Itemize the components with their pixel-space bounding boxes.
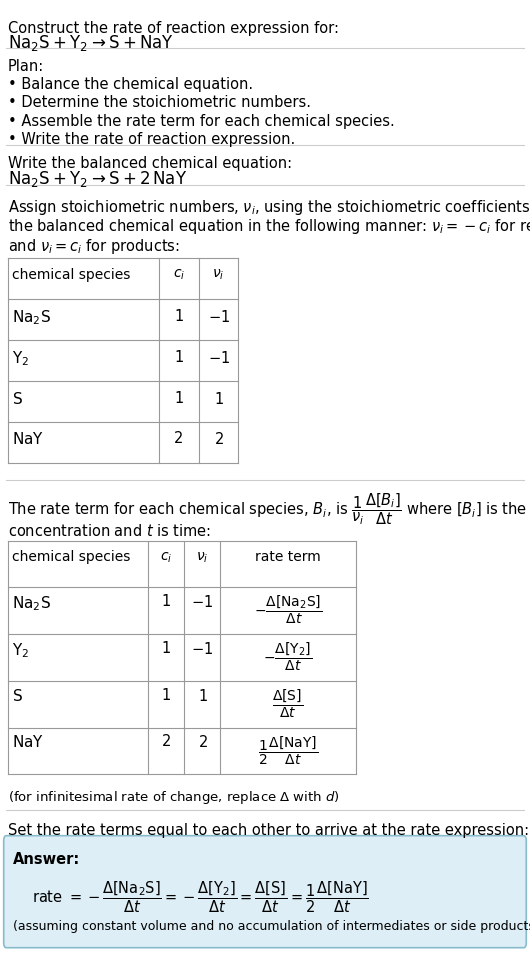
- Text: the balanced chemical equation in the following manner: $\nu_i = -c_i$ for react: the balanced chemical equation in the fo…: [8, 217, 530, 237]
- Text: $-\dfrac{\Delta[\mathrm{Y_2}]}{\Delta t}$: $-\dfrac{\Delta[\mathrm{Y_2}]}{\Delta t}…: [263, 641, 313, 673]
- Text: $2$: $2$: [214, 431, 224, 447]
- Text: $\dfrac{1}{2}\dfrac{\Delta[\mathrm{NaY}]}{\Delta t}$: $\dfrac{1}{2}\dfrac{\Delta[\mathrm{NaY}]…: [258, 734, 318, 767]
- Text: Construct the rate of reaction expression for:: Construct the rate of reaction expressio…: [8, 21, 339, 36]
- Text: $\mathrm{Y_2}$: $\mathrm{Y_2}$: [12, 350, 29, 368]
- Text: $\mathrm{NaY}$: $\mathrm{NaY}$: [12, 734, 44, 750]
- Text: chemical species: chemical species: [12, 550, 130, 564]
- Text: 1: 1: [174, 309, 183, 323]
- Text: $1$: $1$: [198, 688, 207, 703]
- Text: $-1$: $-1$: [208, 309, 229, 324]
- Text: rate $= -\dfrac{\Delta[\mathrm{Na_2S}]}{\Delta t} = -\dfrac{\Delta[\mathrm{Y_2}]: rate $= -\dfrac{\Delta[\mathrm{Na_2S}]}{…: [32, 880, 368, 916]
- Text: chemical species: chemical species: [12, 268, 130, 281]
- Text: $\mathrm{Na_2S + Y_2 \rightarrow S + 2\,NaY}$: $\mathrm{Na_2S + Y_2 \rightarrow S + 2\,…: [8, 169, 187, 189]
- Text: 1: 1: [162, 641, 171, 656]
- Text: $\mathrm{S}$: $\mathrm{S}$: [12, 391, 23, 406]
- Text: $\nu_i$: $\nu_i$: [196, 550, 209, 565]
- Text: $\mathrm{Na_2S}$: $\mathrm{Na_2S}$: [12, 594, 51, 613]
- Text: The rate term for each chemical species, $B_i$, is $\dfrac{1}{\nu_i}\dfrac{\Delt: The rate term for each chemical species,…: [8, 492, 530, 528]
- Text: $\mathrm{Y_2}$: $\mathrm{Y_2}$: [12, 641, 29, 659]
- Text: 1: 1: [174, 391, 183, 405]
- Text: $\mathrm{S}$: $\mathrm{S}$: [12, 688, 23, 703]
- Text: Answer:: Answer:: [13, 852, 81, 867]
- Text: $\mathrm{Na_2S + Y_2 \rightarrow S + NaY}$: $\mathrm{Na_2S + Y_2 \rightarrow S + NaY…: [8, 33, 174, 54]
- Text: and $\nu_i = c_i$ for products:: and $\nu_i = c_i$ for products:: [8, 237, 180, 256]
- Text: 1: 1: [162, 688, 171, 702]
- Text: $\nu_i$: $\nu_i$: [213, 268, 225, 282]
- Text: $-1$: $-1$: [208, 350, 229, 365]
- Text: 1: 1: [174, 350, 183, 364]
- Text: 2: 2: [174, 431, 183, 446]
- Text: $c_i$: $c_i$: [160, 550, 173, 565]
- Text: • Assemble the rate term for each chemical species.: • Assemble the rate term for each chemic…: [8, 114, 395, 129]
- Text: $-1$: $-1$: [191, 594, 214, 610]
- Text: (assuming constant volume and no accumulation of intermediates or side products): (assuming constant volume and no accumul…: [13, 920, 530, 933]
- Text: • Determine the stoichiometric numbers.: • Determine the stoichiometric numbers.: [8, 95, 311, 110]
- Text: rate term: rate term: [255, 550, 321, 564]
- Text: Set the rate terms equal to each other to arrive at the rate expression:: Set the rate terms equal to each other t…: [8, 823, 529, 838]
- Text: $\mathrm{NaY}$: $\mathrm{NaY}$: [12, 431, 44, 447]
- Text: 2: 2: [162, 734, 171, 749]
- Text: $1$: $1$: [214, 391, 224, 406]
- Text: Write the balanced chemical equation:: Write the balanced chemical equation:: [8, 156, 292, 170]
- FancyBboxPatch shape: [4, 836, 526, 948]
- Text: Assign stoichiometric numbers, $\nu_i$, using the stoichiometric coefficients, $: Assign stoichiometric numbers, $\nu_i$, …: [8, 198, 530, 217]
- Text: (for infinitesimal rate of change, replace $\Delta$ with $d$): (for infinitesimal rate of change, repla…: [8, 789, 340, 805]
- Text: Plan:: Plan:: [8, 59, 44, 74]
- Text: $2$: $2$: [198, 734, 207, 750]
- Text: • Write the rate of reaction expression.: • Write the rate of reaction expression.: [8, 132, 295, 147]
- Text: $-1$: $-1$: [191, 641, 214, 656]
- Text: $-\dfrac{\Delta[\mathrm{Na_2S}]}{\Delta t}$: $-\dfrac{\Delta[\mathrm{Na_2S}]}{\Delta …: [254, 594, 322, 626]
- Text: 1: 1: [162, 594, 171, 609]
- Text: $\mathrm{Na_2S}$: $\mathrm{Na_2S}$: [12, 309, 51, 327]
- Text: $\dfrac{\Delta[\mathrm{S}]}{\Delta t}$: $\dfrac{\Delta[\mathrm{S}]}{\Delta t}$: [272, 688, 304, 720]
- Text: concentration and $t$ is time:: concentration and $t$ is time:: [8, 523, 211, 539]
- Text: • Balance the chemical equation.: • Balance the chemical equation.: [8, 77, 253, 92]
- Text: $c_i$: $c_i$: [173, 268, 185, 282]
